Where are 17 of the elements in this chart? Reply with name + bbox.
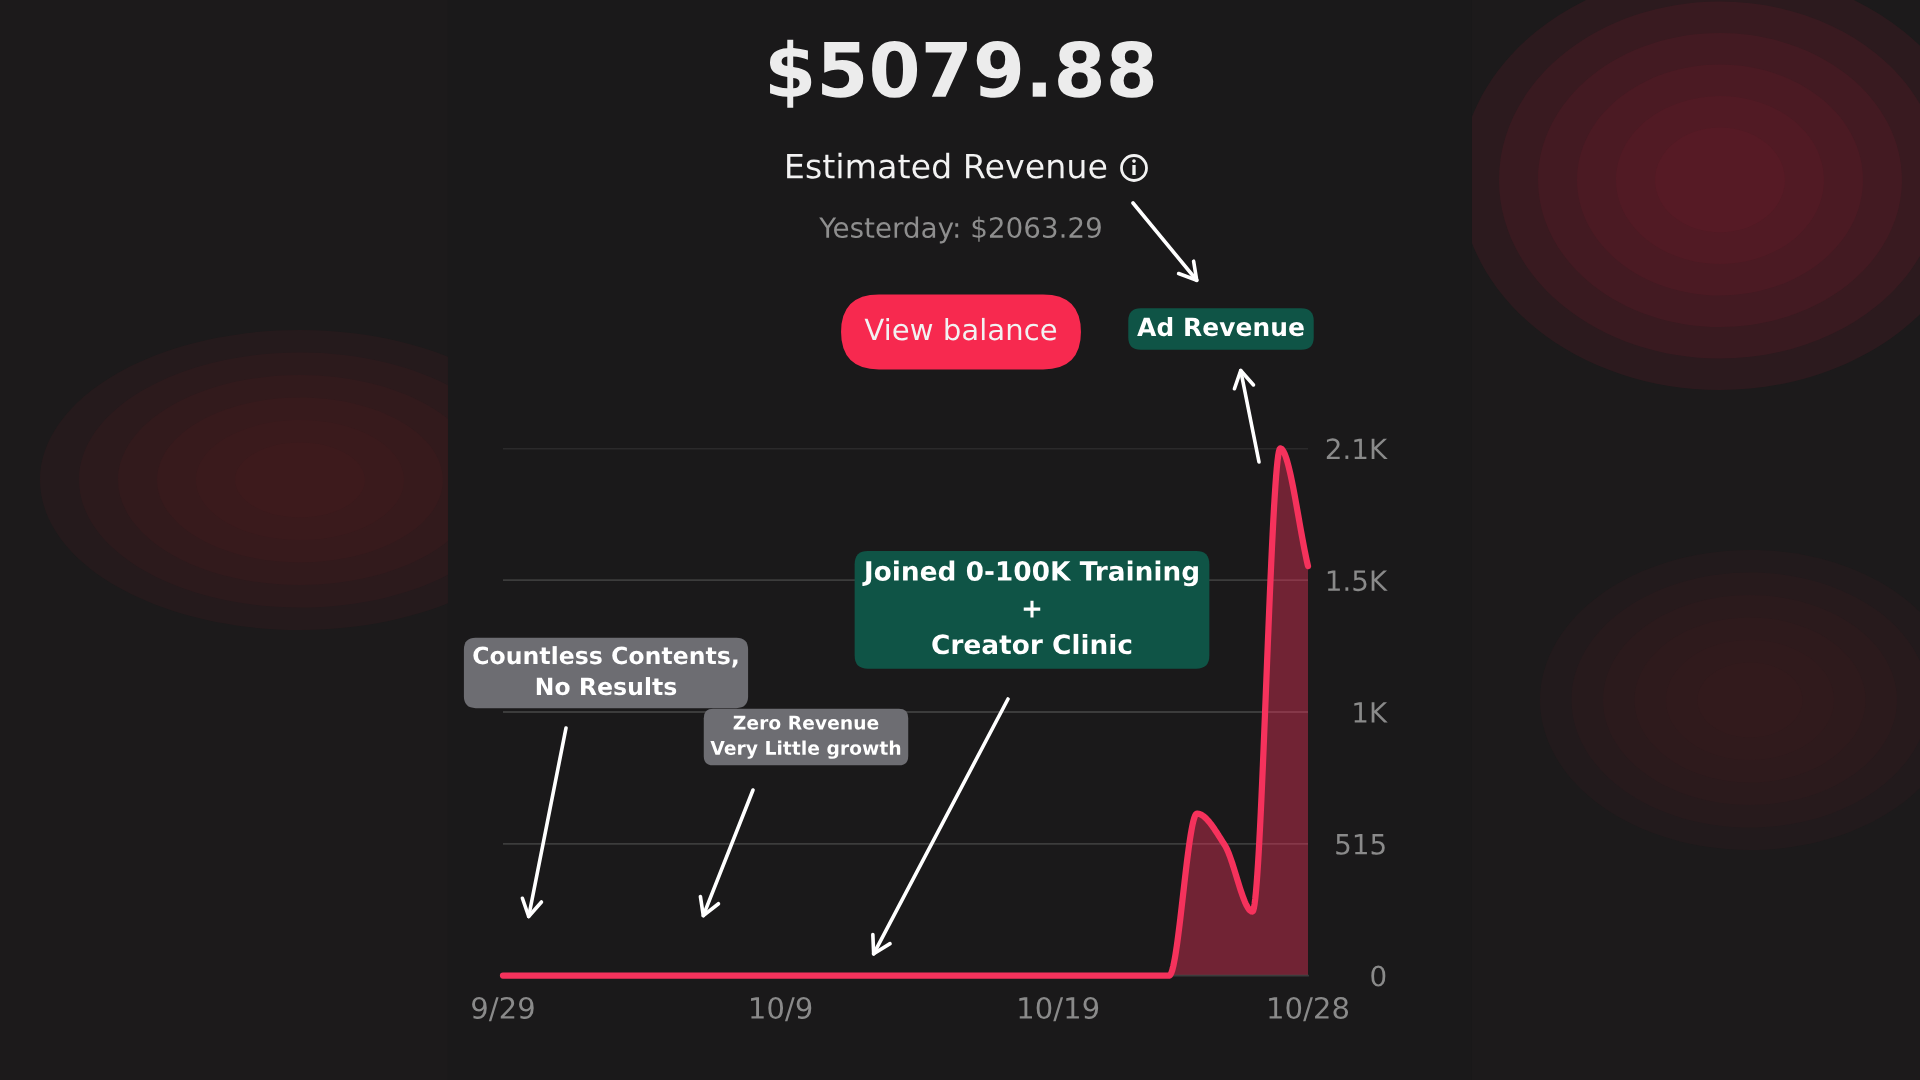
y-tick-label: 1.5K (1327, 570, 1388, 592)
x-tick-label: 10/19 (1019, 996, 1099, 1022)
annotation: Countless Contents, No Results (473, 646, 738, 696)
chart-subtitle: Estimated Revenue (787, 152, 1107, 179)
annotation: Joined 0-100K Training + Creator Clinic (862, 560, 1198, 655)
text: View balance (864, 317, 1057, 341)
y-tick-label: 2.1K (1326, 438, 1388, 459)
text: Ad Revenue (1137, 316, 1304, 337)
x-tick-label: 9/29 (472, 996, 534, 1022)
x-tick-label: 10/9 (751, 996, 812, 1022)
y-tick-label: 0 (1371, 965, 1386, 987)
y-tick-label: 515 (1336, 834, 1385, 855)
chart-title: $5079.88 (769, 39, 1154, 108)
annotation: Zero Revenue Very Little growth (710, 715, 901, 759)
y-tick-label: 1K (1354, 702, 1388, 723)
x-tick-label: 10/28 (1269, 996, 1349, 1022)
text: Yesterday: $2063.29 (819, 216, 1101, 244)
